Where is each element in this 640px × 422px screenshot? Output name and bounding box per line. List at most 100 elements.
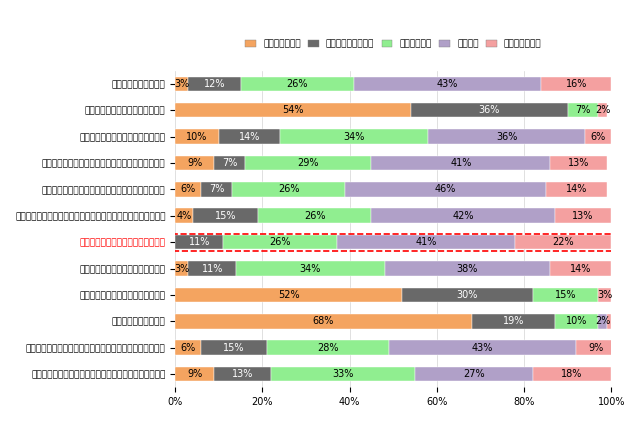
Bar [214,367,271,381]
Bar [555,208,611,223]
Text: 43%: 43% [472,343,493,353]
Text: 6%: 6% [180,184,196,195]
Text: 3%: 3% [174,79,189,89]
Bar [428,129,585,144]
Text: 15%: 15% [223,343,245,353]
Text: 42%: 42% [452,211,474,221]
Bar [175,208,193,223]
Bar [232,182,345,197]
Bar [245,156,371,170]
Bar [532,367,611,381]
Text: 13%: 13% [232,369,253,379]
Bar [472,314,555,329]
Text: 14%: 14% [566,184,587,195]
Bar [607,314,611,329]
Text: 41%: 41% [415,237,436,247]
Text: 54%: 54% [282,105,304,115]
Bar [188,261,236,276]
Bar [402,288,532,302]
Bar [175,261,188,276]
Text: 26%: 26% [278,184,300,195]
Bar [193,208,258,223]
Text: 2%: 2% [595,105,610,115]
Bar [532,288,598,302]
Bar [236,261,385,276]
Bar [568,103,598,117]
Bar [258,208,371,223]
Text: 68%: 68% [313,316,334,326]
Text: 38%: 38% [457,263,478,273]
Bar [241,76,354,91]
Text: 33%: 33% [332,369,354,379]
Bar [337,235,515,249]
Bar [175,129,219,144]
Text: 10%: 10% [566,316,587,326]
Bar [175,367,214,381]
Bar [371,156,550,170]
Bar [267,341,389,355]
Text: 28%: 28% [317,343,339,353]
Text: 11%: 11% [189,237,210,247]
Bar [219,129,280,144]
Bar [598,314,607,329]
Text: 9%: 9% [188,158,202,168]
Text: 30%: 30% [457,290,478,300]
Bar [389,341,577,355]
Bar [577,341,616,355]
Text: 52%: 52% [278,290,300,300]
Bar [175,156,214,170]
Text: 19%: 19% [502,316,524,326]
Text: 26%: 26% [304,211,326,221]
Text: 6%: 6% [180,343,196,353]
Bar [175,103,411,117]
Bar [345,182,546,197]
Text: 15%: 15% [555,290,576,300]
Text: 26%: 26% [287,79,308,89]
Text: 6%: 6% [591,132,606,141]
Text: 11%: 11% [202,263,223,273]
Bar [214,156,245,170]
Bar [371,208,555,223]
Text: 27%: 27% [463,369,484,379]
Bar [555,314,598,329]
Text: 22%: 22% [552,237,574,247]
Bar [223,235,337,249]
Text: 29%: 29% [298,158,319,168]
Text: 26%: 26% [269,237,291,247]
Bar [598,288,611,302]
Bar [415,367,532,381]
Text: 7%: 7% [209,184,225,195]
Text: 36%: 36% [496,132,517,141]
Text: 34%: 34% [300,263,321,273]
Text: 16%: 16% [566,79,587,89]
Text: 41%: 41% [450,158,472,168]
Legend: そうは思わない, あまりそう思わない, 少しそう思う, そう思う, とてもそう思う: そうは思わない, あまりそう思わない, 少しそう思う, そう思う, とてもそう思… [243,37,544,51]
Text: 10%: 10% [186,132,208,141]
Text: 3%: 3% [597,290,612,300]
Bar [175,288,402,302]
Bar [175,235,223,249]
Bar [550,261,611,276]
Bar [354,76,541,91]
Bar [515,235,611,249]
Bar [175,341,202,355]
Text: 3%: 3% [174,263,189,273]
Bar [175,182,202,197]
Bar [271,367,415,381]
Bar [385,261,550,276]
Text: 7%: 7% [222,158,237,168]
Text: 4%: 4% [176,211,191,221]
Text: 13%: 13% [568,158,589,168]
Text: 14%: 14% [570,263,591,273]
Bar [175,314,472,329]
Text: 7%: 7% [575,105,591,115]
Text: 18%: 18% [561,369,582,379]
Text: 43%: 43% [437,79,458,89]
Text: 2%: 2% [595,316,610,326]
Bar [541,76,611,91]
Text: 9%: 9% [188,369,202,379]
Bar [202,341,267,355]
Bar [411,103,568,117]
Text: 15%: 15% [214,211,236,221]
Text: 12%: 12% [204,79,225,89]
